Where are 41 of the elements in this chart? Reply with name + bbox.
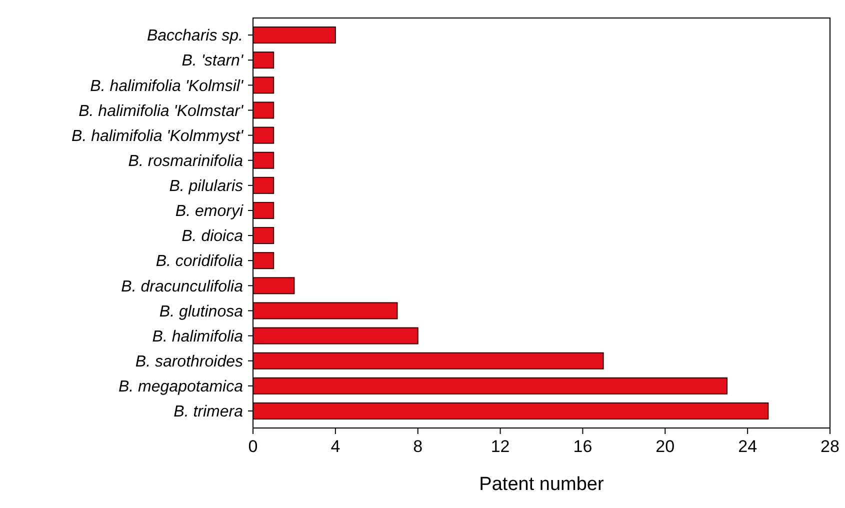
y-tick-label: B. 'starn' — [182, 52, 244, 70]
bar — [252, 252, 274, 270]
y-tick-label: B. halimifolia 'Kolmstar' — [78, 102, 244, 120]
bar — [252, 102, 274, 119]
x-tick-label: 4 — [330, 437, 340, 456]
y-tick-label: B. dioica — [182, 228, 244, 246]
bar — [252, 402, 769, 420]
y-tick-label: B. pilularis — [169, 178, 243, 196]
bar — [252, 352, 604, 370]
x-tick-label: 0 — [248, 437, 258, 456]
bar — [252, 302, 398, 320]
x-tick-label: 16 — [573, 437, 592, 456]
x-tick-label: 24 — [738, 437, 758, 456]
y-tick-label: B. emoryi — [175, 203, 244, 220]
y-tick-label: B. megapotamica — [118, 378, 244, 396]
x-tick-label: 28 — [820, 437, 840, 456]
y-tick-label: B. halimifolia 'Kolmmyst' — [72, 128, 244, 145]
y-tick-label: Baccharis sp. — [146, 28, 243, 45]
bar — [252, 277, 295, 294]
x-axis-title: Patent number — [479, 474, 604, 495]
bar — [252, 76, 274, 94]
y-tick-label: B. dracunculifolia — [121, 278, 244, 296]
bar — [252, 52, 274, 69]
y-tick-label: B. trimera — [174, 404, 244, 421]
x-tick-label: 20 — [656, 437, 675, 456]
bar — [252, 227, 274, 244]
y-tick-label: B. coridifolia — [156, 253, 244, 270]
bar — [252, 176, 274, 194]
bar — [252, 26, 336, 44]
bar — [252, 377, 728, 394]
y-tick-label: B. halimifolia 'Kolmsil' — [90, 78, 244, 95]
bar — [252, 327, 418, 344]
y-tick-label: B. halimifolia — [152, 328, 244, 346]
y-tick-label: B. glutinosa — [159, 303, 244, 320]
bar — [252, 152, 274, 169]
y-tick-label: B. rosmarinifolia — [128, 152, 244, 170]
x-tick-label: 8 — [413, 437, 423, 456]
y-tick-label: B. sarothroides — [135, 353, 243, 370]
x-tick-label: 12 — [490, 437, 510, 456]
bar — [252, 202, 274, 219]
bar — [252, 126, 274, 144]
